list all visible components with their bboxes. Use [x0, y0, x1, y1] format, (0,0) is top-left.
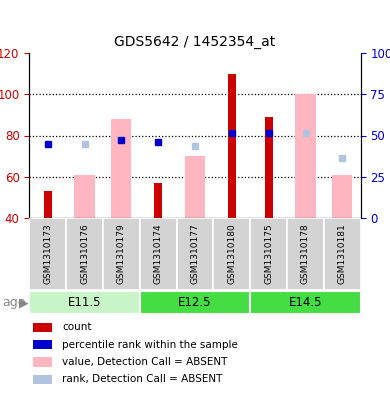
Bar [264, 117, 273, 218]
Bar [32, 340, 52, 349]
Bar [185, 156, 205, 218]
Text: percentile rank within the sample: percentile rank within the sample [62, 340, 238, 350]
Text: ▶: ▶ [19, 296, 28, 309]
Text: GSM1310180: GSM1310180 [227, 224, 236, 285]
Text: value, Detection Call = ABSENT: value, Detection Call = ABSENT [62, 357, 228, 367]
Text: rank, Detection Call = ABSENT: rank, Detection Call = ABSENT [62, 374, 223, 384]
Bar [32, 375, 52, 384]
Bar [32, 323, 52, 332]
Bar [250, 218, 287, 290]
Bar [140, 291, 250, 314]
Bar [228, 73, 236, 218]
Text: GSM1310175: GSM1310175 [264, 224, 273, 285]
Text: GSM1310173: GSM1310173 [43, 224, 52, 285]
Bar [177, 218, 213, 290]
Text: E14.5: E14.5 [289, 296, 322, 309]
Bar [66, 218, 103, 290]
Text: GSM1310178: GSM1310178 [301, 224, 310, 285]
Bar [250, 291, 361, 314]
Bar [44, 191, 52, 218]
Bar [295, 94, 316, 218]
Text: GSM1310174: GSM1310174 [154, 224, 163, 284]
Bar [140, 218, 177, 290]
Text: GSM1310179: GSM1310179 [117, 224, 126, 285]
Bar [332, 174, 353, 218]
Bar [287, 218, 324, 290]
Bar [111, 119, 131, 218]
Bar [324, 218, 361, 290]
Bar [213, 218, 250, 290]
Bar [29, 218, 66, 290]
Bar [74, 174, 95, 218]
Text: E12.5: E12.5 [178, 296, 212, 309]
Text: GSM1310176: GSM1310176 [80, 224, 89, 285]
Bar [103, 218, 140, 290]
Text: GSM1310177: GSM1310177 [190, 224, 200, 285]
Title: GDS5642 / 1452354_at: GDS5642 / 1452354_at [114, 35, 276, 49]
Text: age: age [2, 296, 25, 309]
Text: count: count [62, 322, 92, 332]
Text: GSM1310181: GSM1310181 [338, 224, 347, 285]
Bar [29, 291, 140, 314]
Bar [154, 183, 162, 218]
Text: E11.5: E11.5 [68, 296, 101, 309]
Bar [32, 357, 52, 367]
